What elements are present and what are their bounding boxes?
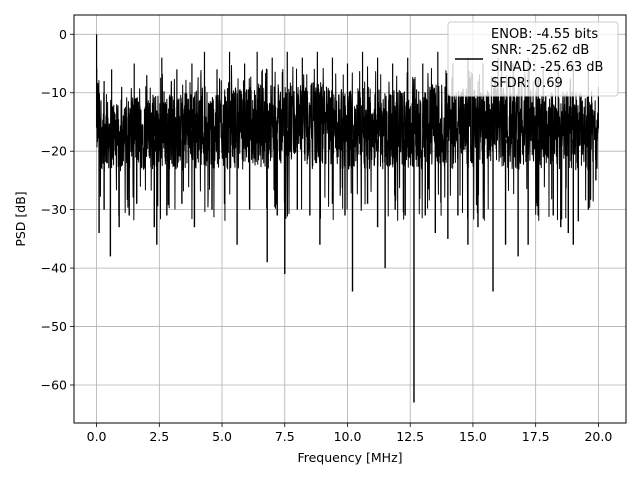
legend-line-sfdr: SFDR: 0.69 [491, 76, 563, 91]
x-tick-label: 15.0 [459, 429, 487, 444]
y-tick-label: −30 [41, 202, 67, 217]
legend-box [447, 21, 619, 97]
x-tick-label: 7.5 [275, 429, 295, 444]
y-tick-label: −20 [41, 144, 67, 159]
y-tick-label: −10 [41, 85, 67, 100]
x-tick-label: 10.0 [334, 429, 362, 444]
x-tick-label: 5.0 [212, 429, 232, 444]
x-tick-label: 2.5 [149, 429, 169, 444]
y-axis-label: PSD [dB] [13, 191, 28, 246]
x-tick-label: 17.5 [522, 429, 550, 444]
legend-line-enob: ENOB: -4.55 bits [491, 27, 598, 42]
x-axis-label: Frequency [MHz] [297, 450, 402, 465]
x-tick-label: 0.0 [87, 429, 107, 444]
legend-line-sinad: SINAD: -25.63 dB [491, 60, 603, 75]
x-tick-label: 20.0 [584, 429, 612, 444]
legend-line-snr: SNR: -25.62 dB [491, 43, 589, 58]
y-tick-label: 0 [59, 27, 67, 42]
y-tick-label: −50 [41, 319, 67, 334]
legend: ENOB: -4.55 bits SNR: -25.62 dB SINAD: -… [447, 21, 619, 97]
x-tick-label: 12.5 [396, 429, 424, 444]
psd-series [95, 34, 600, 403]
y-tick-label: −60 [41, 378, 67, 393]
y-tick-label: −40 [41, 261, 67, 276]
x-axis-ticks: 0.0 2.5 5.0 7.5 10.0 12.5 15.0 17.5 20.0 [87, 423, 612, 444]
plot-area-frame [73, 14, 627, 424]
y-axis-ticks: 0 −10 −20 −30 −40 −50 −60 [41, 27, 74, 393]
